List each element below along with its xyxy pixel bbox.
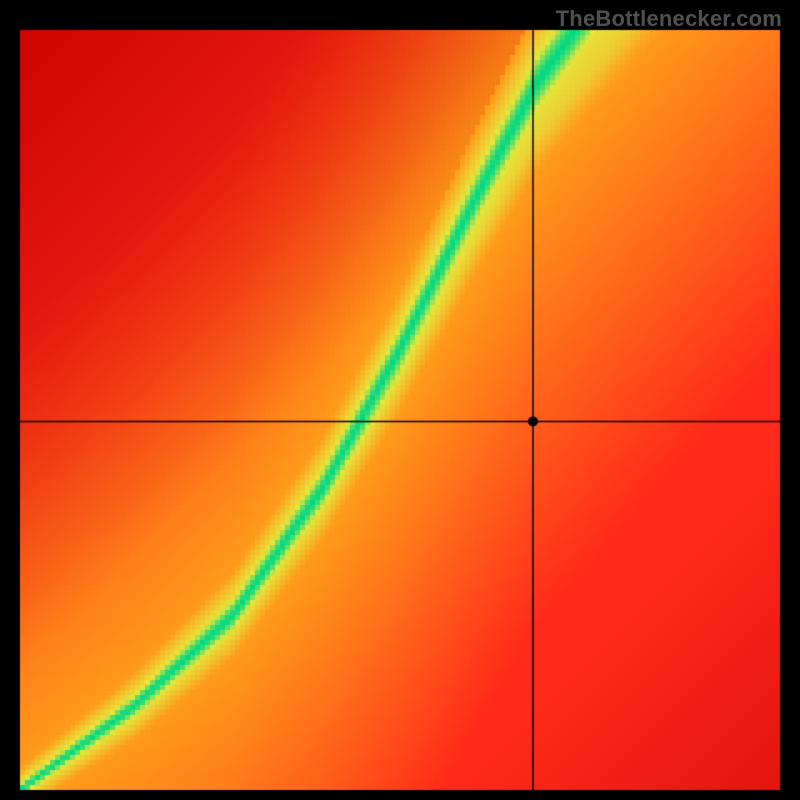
heatmap-canvas bbox=[0, 0, 800, 800]
chart-container: TheBottlenecker.com bbox=[0, 0, 800, 800]
watermark-text: TheBottlenecker.com bbox=[556, 6, 782, 32]
